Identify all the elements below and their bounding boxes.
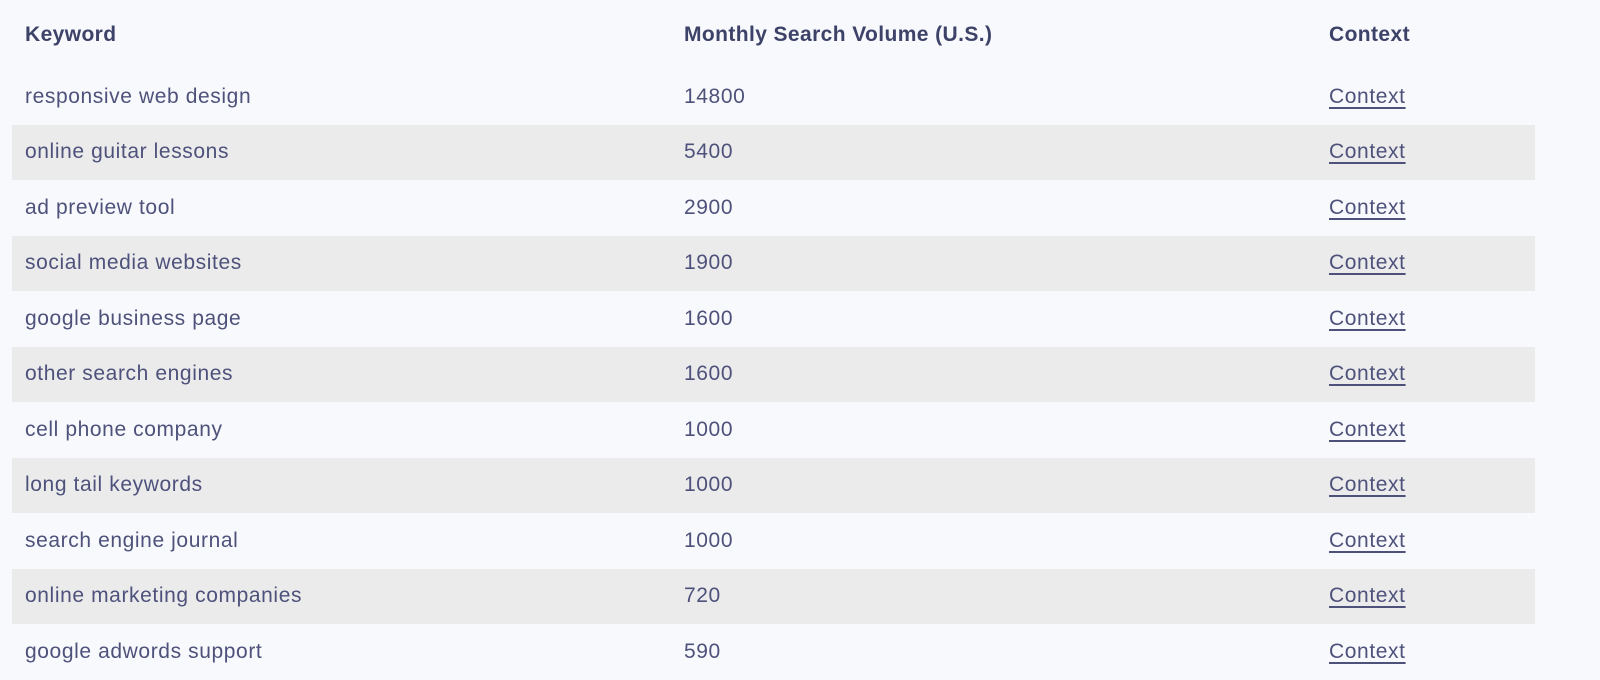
context-link[interactable]: Context <box>1329 195 1406 219</box>
column-header-context: Context <box>1329 22 1410 46</box>
volume-cell: 1600 <box>684 362 734 386</box>
table-row: google business page 1600 Context <box>12 291 1535 347</box>
context-link[interactable]: Context <box>1329 306 1406 330</box>
volume-cell: 1900 <box>684 251 734 275</box>
table-row: search engine journal 1000 Context <box>12 513 1535 569</box>
table-row: online guitar lessons 5400 Context <box>12 124 1535 180</box>
keyword-cell: search engine journal <box>25 528 239 552</box>
keyword-cell: other search engines <box>25 362 234 386</box>
keyword-cell: social media websites <box>25 251 242 275</box>
volume-cell: 1000 <box>684 417 734 441</box>
column-header-keyword: Keyword <box>25 22 117 46</box>
context-link[interactable]: Context <box>1329 362 1406 386</box>
table-row: online marketing companies 720 Context <box>12 568 1535 624</box>
keyword-cell: google business page <box>25 306 242 330</box>
volume-cell: 1600 <box>684 306 734 330</box>
volume-cell: 590 <box>684 639 721 663</box>
context-link[interactable]: Context <box>1329 473 1406 497</box>
keyword-cell: long tail keywords <box>25 473 203 497</box>
keyword-table: Keyword Monthly Search Volume (U.S.) Con… <box>12 0 1535 680</box>
table-row: long tail keywords 1000 Context <box>12 457 1535 513</box>
context-link[interactable]: Context <box>1329 417 1406 441</box>
volume-cell: 14800 <box>684 84 746 108</box>
volume-cell: 1000 <box>684 528 734 552</box>
context-link[interactable]: Context <box>1329 84 1406 108</box>
context-link[interactable]: Context <box>1329 584 1406 608</box>
keyword-cell: responsive web design <box>25 84 252 108</box>
context-link[interactable]: Context <box>1329 528 1406 552</box>
table-row: cell phone company 1000 Context <box>12 402 1535 458</box>
context-link[interactable]: Context <box>1329 140 1406 164</box>
volume-cell: 2900 <box>684 195 734 219</box>
table-row: social media websites 1900 Context <box>12 235 1535 291</box>
volume-cell: 720 <box>684 584 721 608</box>
context-link[interactable]: Context <box>1329 251 1406 275</box>
column-header-volume: Monthly Search Volume (U.S.) <box>684 22 993 46</box>
context-link[interactable]: Context <box>1329 639 1406 663</box>
keyword-cell: cell phone company <box>25 417 223 441</box>
table-row: ad preview tool 2900 Context <box>12 180 1535 236</box>
keyword-cell: online guitar lessons <box>25 140 230 164</box>
table-header: Keyword Monthly Search Volume (U.S.) Con… <box>12 0 1535 69</box>
table-row: responsive web design 14800 Context <box>12 69 1535 125</box>
keyword-cell: ad preview tool <box>25 195 176 219</box>
volume-cell: 5400 <box>684 140 734 164</box>
table-row: other search engines 1600 Context <box>12 346 1535 402</box>
keyword-cell: online marketing companies <box>25 584 303 608</box>
volume-cell: 1000 <box>684 473 734 497</box>
table-row: google adwords support 590 Context <box>12 624 1535 680</box>
keyword-cell: google adwords support <box>25 639 263 663</box>
